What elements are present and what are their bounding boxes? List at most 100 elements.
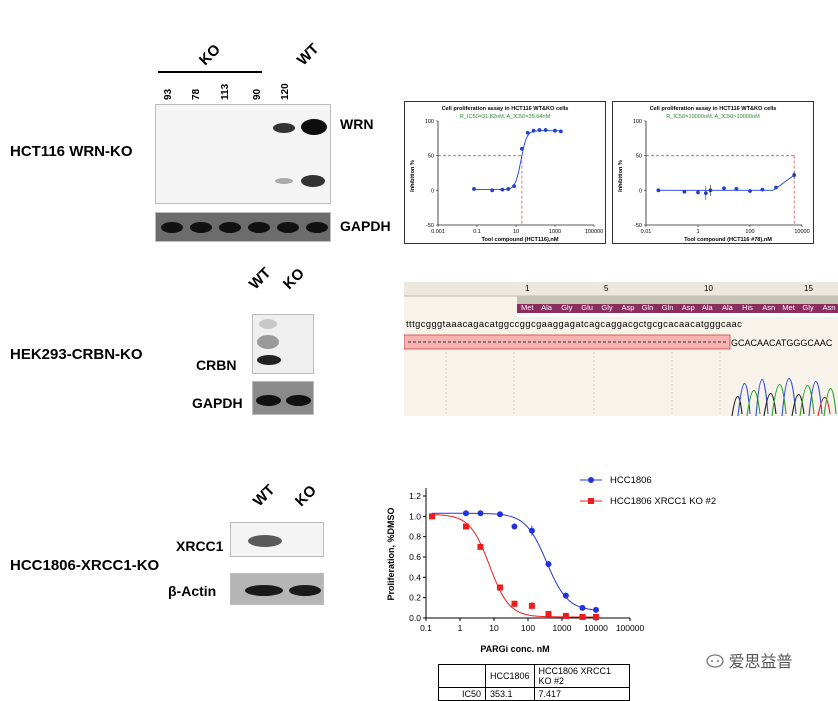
blot-band bbox=[257, 335, 279, 349]
watermark: 爱思益普 bbox=[706, 648, 792, 672]
y-tick-label: 50 bbox=[428, 154, 434, 160]
table-cell: HCC1806 bbox=[485, 664, 535, 688]
lane-label: 78 bbox=[191, 88, 202, 100]
lane-label: 93 bbox=[163, 88, 174, 100]
lane-label: 90 bbox=[252, 88, 263, 100]
data-point bbox=[545, 610, 552, 617]
data-point bbox=[748, 189, 752, 193]
data-point bbox=[477, 510, 484, 517]
protein-bar bbox=[517, 304, 838, 313]
xrcc1-label: XRCC1 bbox=[176, 538, 224, 554]
y-tick-label: 100 bbox=[425, 119, 434, 125]
data-point bbox=[496, 584, 503, 591]
chromatogram bbox=[731, 378, 837, 417]
y-tick-label: 50 bbox=[636, 154, 642, 160]
position-label: 15 bbox=[804, 284, 813, 293]
x-tick-label: 100 bbox=[745, 229, 754, 235]
data-point bbox=[760, 187, 765, 192]
data-point bbox=[553, 128, 557, 133]
amino-acid-track: Met Ala Gly Glu Gly Asp Gln Gln Asp Ala Ala His Asn M… bbox=[521, 303, 835, 312]
x-tick-label: 1 bbox=[696, 229, 699, 235]
data-point bbox=[545, 561, 552, 568]
gapdh-label-1: GAPDH bbox=[340, 218, 391, 234]
amino-acid-label: Met bbox=[782, 303, 795, 312]
amino-acid-label: Ala bbox=[541, 303, 553, 312]
legend-marker bbox=[588, 498, 594, 504]
gapdh-blot-2 bbox=[252, 381, 314, 415]
amino-acid-label: Gln bbox=[642, 303, 654, 312]
data-point bbox=[558, 129, 563, 134]
data-point bbox=[528, 602, 535, 609]
chart-pargi: Proliferation, %DMSO PARGi conc. nM 0.00… bbox=[386, 475, 716, 654]
wrn-label: WRN bbox=[340, 116, 374, 132]
data-point bbox=[682, 189, 687, 194]
chart-subtitle: R_IC50=10000nM, A_IC50>10000nM bbox=[666, 114, 760, 120]
read-sequence: GCACAACATGGGCAAC bbox=[731, 338, 833, 348]
blot-band bbox=[245, 585, 283, 596]
y-tick-label: 0.4 bbox=[409, 572, 421, 582]
wt-header: WT bbox=[293, 40, 323, 69]
table-row: IC50 353.1 7.417 bbox=[438, 687, 630, 701]
ic50-table: HCC1806 HCC1806 XRCC1 KO #2 IC50 353.1 7… bbox=[438, 664, 630, 701]
y-tick-label: 0 bbox=[431, 188, 434, 194]
position-ruler bbox=[404, 282, 838, 296]
y-tick-label: 0.8 bbox=[409, 532, 421, 542]
chart-frame bbox=[612, 101, 814, 244]
ruler-ticks bbox=[517, 296, 838, 304]
data-point bbox=[774, 185, 778, 190]
data-point bbox=[477, 543, 484, 550]
x-tick-label: 0.01 bbox=[641, 229, 652, 235]
data-point bbox=[511, 600, 518, 607]
y-tick-label: -50 bbox=[426, 223, 434, 229]
chart-title: Cell proliferation assay in HCT116 WT&KO… bbox=[650, 106, 777, 112]
data-point bbox=[537, 128, 542, 132]
blot-band bbox=[277, 222, 299, 233]
blot-band bbox=[306, 222, 328, 233]
y-tick-label: 1.2 bbox=[409, 491, 421, 501]
chart-frame bbox=[404, 101, 606, 244]
amino-acid-label: Gly bbox=[561, 303, 573, 312]
amino-acid-label: Asn bbox=[823, 303, 836, 312]
amino-acid-label: Ala bbox=[702, 303, 714, 312]
data-point bbox=[496, 511, 503, 518]
ko-header: KO bbox=[291, 482, 320, 510]
x-tick-label: 100000 bbox=[585, 229, 603, 235]
chart-hct116-ko: Cell proliferation assay in HCT116 WT&KO… bbox=[612, 101, 814, 244]
watermark-text: 爱思益普 bbox=[728, 654, 793, 671]
data-point bbox=[593, 613, 599, 620]
y-axis-label: Inhibition % bbox=[410, 160, 416, 192]
data-point bbox=[490, 188, 495, 193]
amino-acid-label: His bbox=[742, 303, 753, 312]
x-tick-label: 0.1 bbox=[420, 623, 432, 633]
blot-band bbox=[248, 222, 270, 233]
data-point bbox=[462, 510, 469, 517]
table-cell: IC50 bbox=[438, 687, 486, 701]
ko-bracket-line bbox=[158, 71, 262, 73]
y-tick-label: 100 bbox=[633, 119, 642, 125]
data-point bbox=[579, 604, 586, 611]
data-point bbox=[696, 190, 700, 195]
position-label: 10 bbox=[704, 284, 713, 293]
x-tick-label: 100 bbox=[521, 623, 535, 633]
x-tick-label: 10 bbox=[489, 623, 499, 633]
amino-acid-label: Glu bbox=[581, 303, 593, 312]
x-tick-label: 0.001 bbox=[431, 229, 445, 235]
lane-label: 120 bbox=[280, 83, 291, 100]
data-point bbox=[506, 187, 511, 191]
legend-marker bbox=[588, 477, 594, 483]
wrn-blot bbox=[155, 104, 331, 204]
x-tick-label: 0.1 bbox=[473, 229, 481, 235]
fit-curve bbox=[432, 512, 597, 611]
data-point bbox=[562, 592, 569, 599]
data-point bbox=[428, 513, 435, 520]
table-cell bbox=[438, 664, 486, 688]
chat-bubble-icon bbox=[706, 654, 724, 668]
row-title-hcc1806: HCC1806-XRCC1-KO bbox=[10, 557, 160, 574]
wt-header: WT bbox=[245, 264, 275, 293]
data-point bbox=[531, 128, 536, 133]
data-point bbox=[462, 523, 469, 530]
crbn-label: CRBN bbox=[196, 357, 237, 373]
fit-curve bbox=[658, 174, 795, 191]
blot-band bbox=[275, 178, 293, 184]
amino-acid-label: Asp bbox=[682, 303, 695, 312]
